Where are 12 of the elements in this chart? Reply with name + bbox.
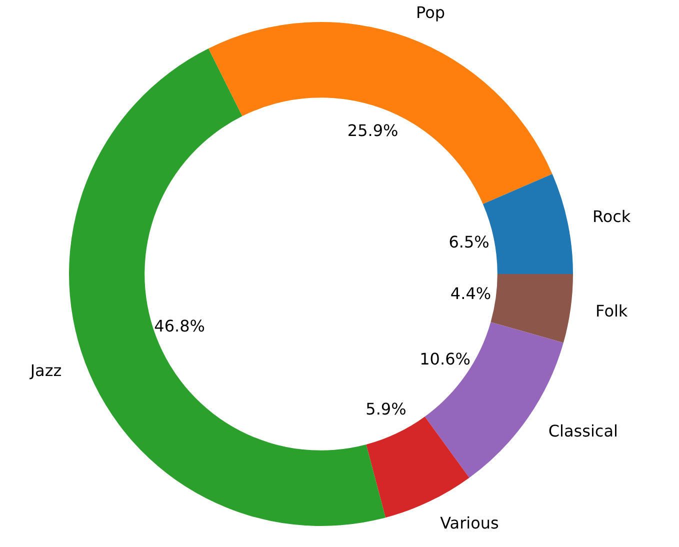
data-label: 5.9% [366,400,406,419]
slice-label: Classical [548,422,618,441]
slice-label: Various [440,513,499,532]
data-label: 4.4% [450,284,492,303]
slice-label: Pop [416,2,446,22]
data-label: 6.5% [448,232,490,252]
data-label: 25.9% [347,121,398,140]
data-label: 46.8% [154,316,205,336]
slice-label: Jazz [29,361,62,380]
slice-label: Folk [596,301,628,320]
slice-label: Rock [592,207,632,226]
data-label: 10.6% [420,350,470,369]
